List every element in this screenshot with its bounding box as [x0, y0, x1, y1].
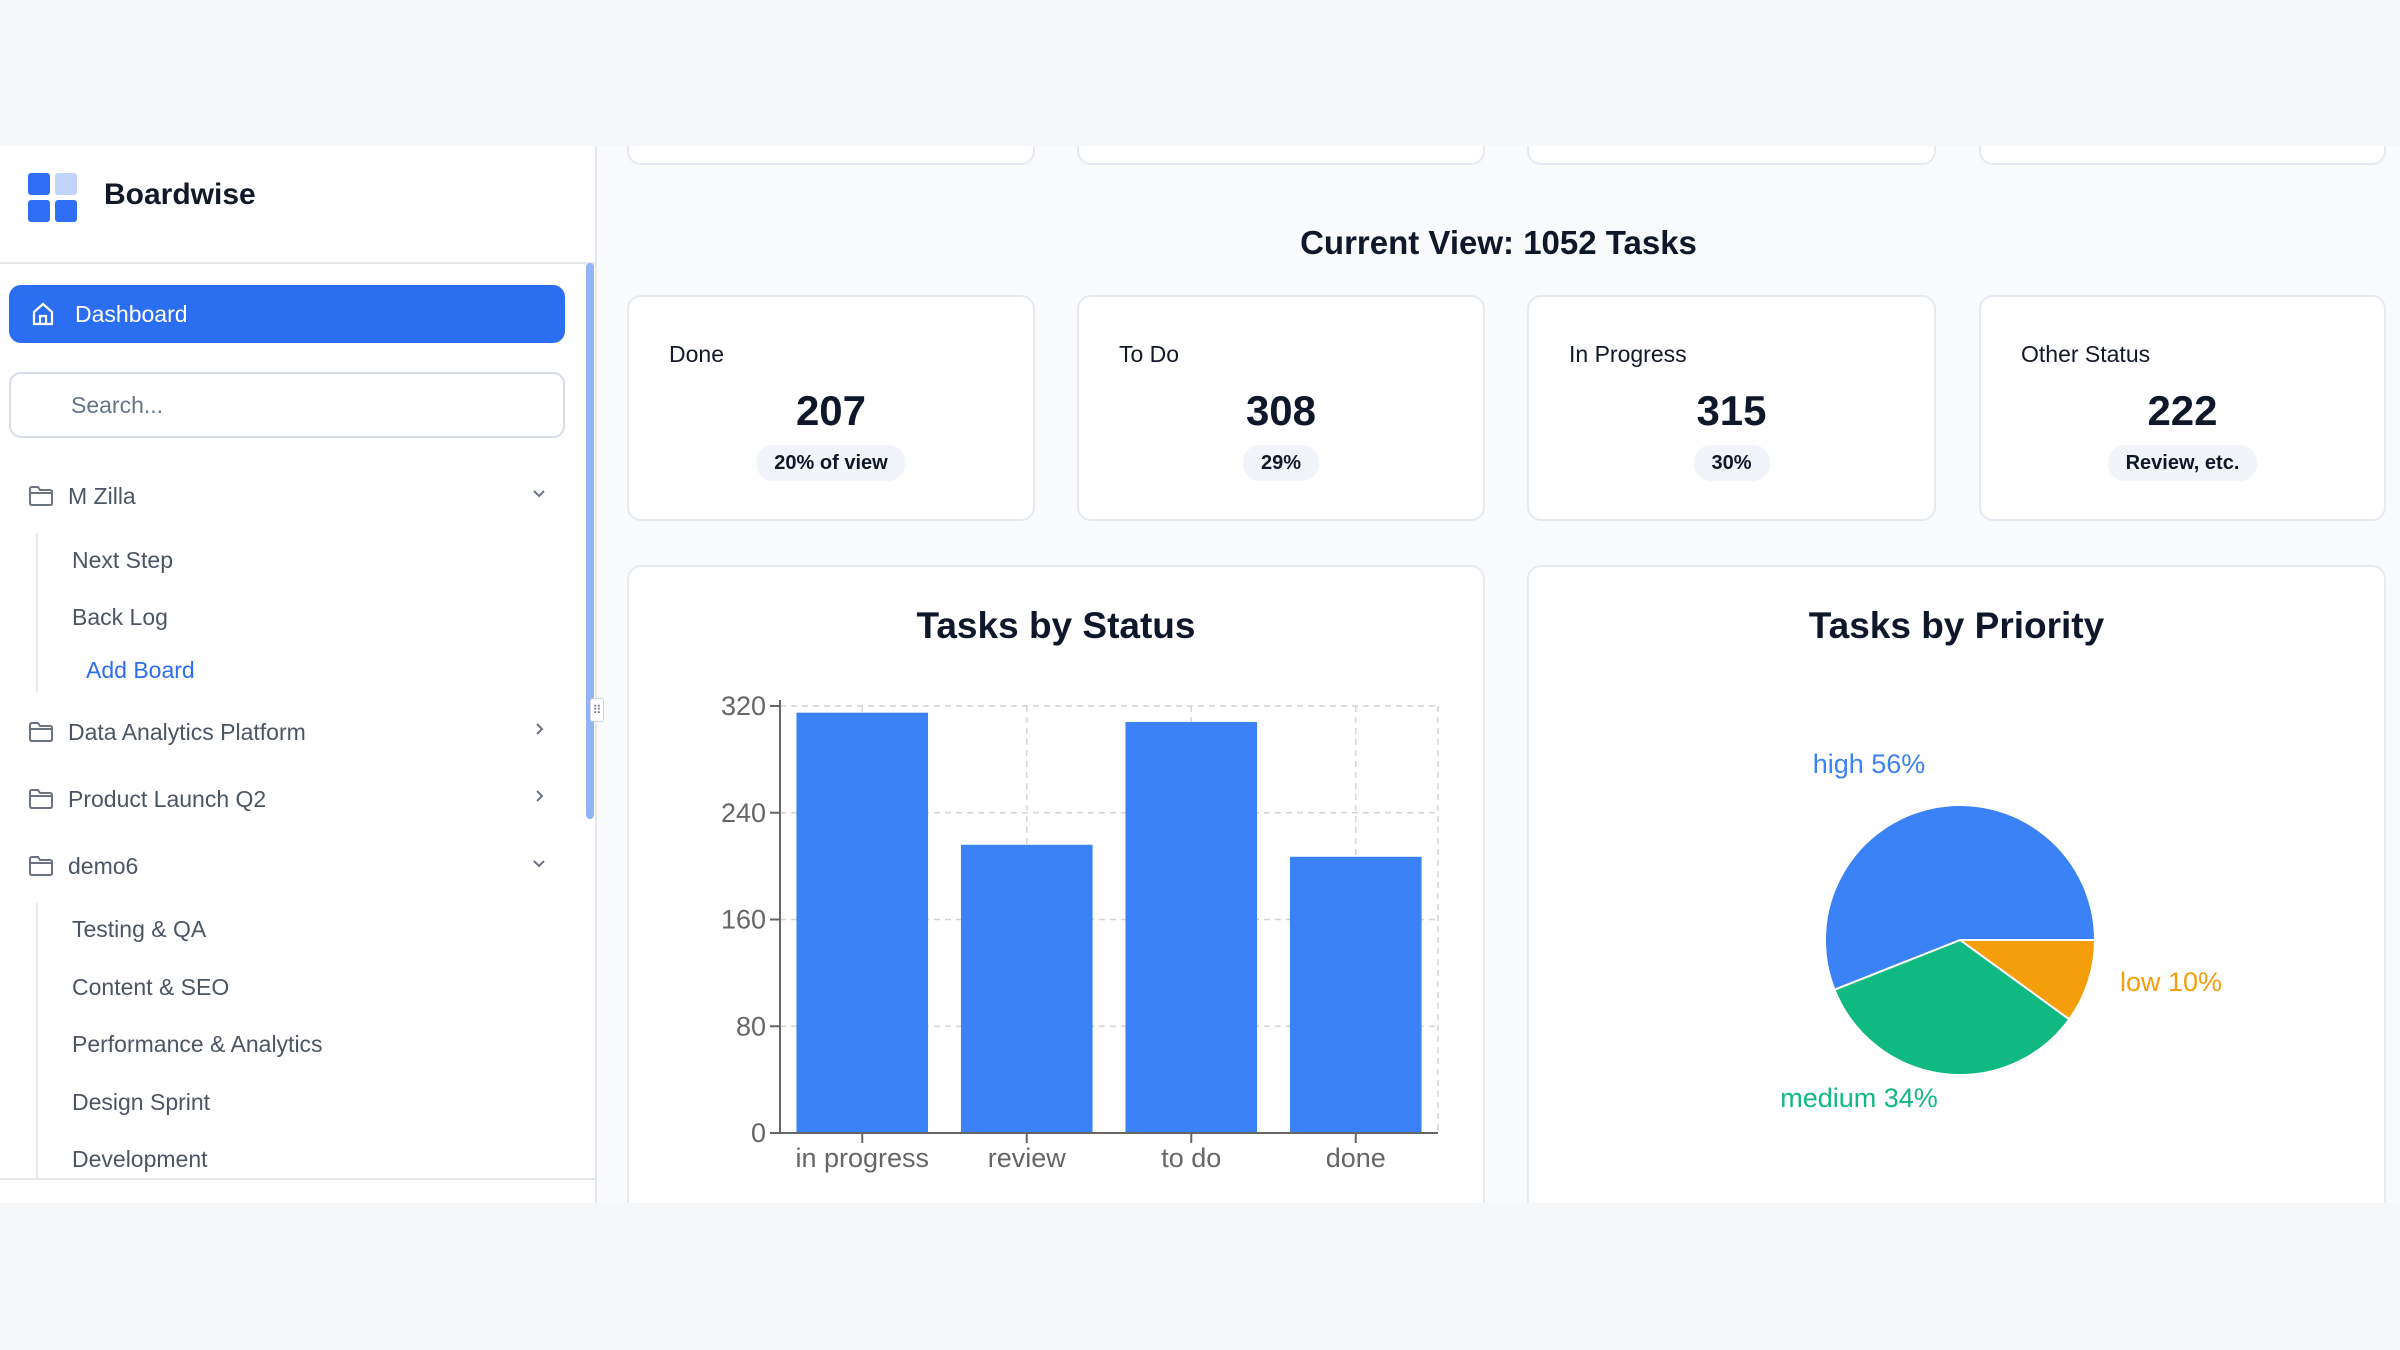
x-tick-label: to do — [1161, 1143, 1221, 1173]
stat-value: 308 — [1245, 387, 1317, 434]
stat-label: Done — [669, 341, 724, 367]
board-item[interactable]: Design Sprint — [72, 1089, 211, 1115]
y-tick-label: 80 — [736, 1011, 766, 1041]
y-tick-label: 240 — [721, 798, 766, 828]
y-tick-label: 320 — [721, 691, 766, 721]
chevron-down-icon[interactable] — [530, 854, 548, 872]
stat-card-done: Done 207 20% of view — [627, 295, 1035, 521]
board-item[interactable]: Back Log — [72, 604, 168, 630]
board-item[interactable]: Content & SEO — [72, 974, 230, 1000]
stat-badge: 20% of view — [756, 445, 906, 481]
sidebar-group-demo6[interactable]: demo6 — [28, 846, 548, 886]
stat-badge: Review, etc. — [2107, 445, 2258, 481]
status-chart-card: Tasks by Status 0 80 160 240 320 in progress r… — [627, 565, 1485, 1203]
priority-chart-card: Tasks by Priority high 56% medium 34% low … — [1527, 565, 2386, 1203]
folder-icon — [29, 789, 53, 809]
stat-label: Other Status — [2021, 341, 2151, 367]
pie-slice-medium — [1833, 938, 2071, 1076]
board-item[interactable]: Next Step — [72, 547, 173, 573]
tree-line — [36, 533, 38, 692]
chart-title: Tasks by Status — [916, 605, 1196, 646]
pie-label-high: high 56% — [1813, 749, 1926, 779]
folder-icon — [29, 722, 53, 742]
pie-slice-high — [1824, 804, 2097, 991]
stat-value: 315 — [1696, 387, 1767, 434]
group-label: demo6 — [68, 852, 139, 879]
sidebar: Boardwise Dashboard M Zilla Next Step Ba… — [0, 146, 597, 1203]
pie-slice-low — [1956, 939, 2097, 1021]
chevron-right-icon[interactable] — [530, 787, 548, 805]
stat-value: 207 — [795, 387, 867, 434]
logo-icon — [28, 173, 78, 223]
bar-to-do — [1125, 722, 1258, 1133]
divider — [0, 262, 597, 264]
chart-title: Tasks by Priority — [1808, 605, 2105, 646]
pie-chart: high 56% medium 34% low 10% — [1780, 749, 2222, 1113]
bar-chart: 0 80 160 240 320 in progress review to do done — [721, 691, 1439, 1173]
group-label: Product Launch Q2 — [68, 785, 267, 812]
folder-icon — [29, 486, 53, 506]
sidebar-group-m-zilla[interactable]: M Zilla — [28, 476, 548, 516]
x-tick-label: in progress — [795, 1143, 929, 1173]
stat-card-other: Other Status 222 Review, etc. — [1979, 295, 2386, 521]
x-tick-label: done — [1326, 1143, 1386, 1173]
tree-line — [36, 903, 38, 1178]
pie-label-medium: medium 34% — [1780, 1083, 1938, 1113]
sidebar-group-product-launch[interactable]: Product Launch Q2 — [28, 779, 548, 819]
board-item[interactable]: Development — [72, 1146, 208, 1172]
y-tick-label: 0 — [751, 1118, 766, 1148]
group-label: Data Analytics Platform — [68, 718, 306, 745]
bar-review — [960, 844, 1093, 1133]
folder-icon — [29, 856, 53, 876]
add-board-link[interactable]: Add Board — [86, 657, 195, 683]
group-label: M Zilla — [68, 482, 136, 509]
sidebar-item-dashboard[interactable]: Dashboard — [9, 285, 565, 343]
sidebar-scrollbar[interactable] — [586, 263, 594, 819]
stat-card-todo: To Do 308 29% — [1077, 295, 1485, 521]
bar-done — [1289, 856, 1422, 1133]
card — [1527, 146, 1936, 165]
board-item[interactable]: Testing & QA — [72, 916, 207, 942]
stat-label: In Progress — [1569, 341, 1687, 367]
dashboard-label: Dashboard — [75, 300, 188, 327]
pie-label-low: low 10% — [2120, 967, 2222, 997]
search-input[interactable] — [9, 372, 565, 438]
card — [1077, 146, 1485, 165]
stat-badge: 30% — [1693, 445, 1770, 481]
sidebar-group-data-analytics[interactable]: Data Analytics Platform — [28, 712, 548, 752]
chevron-down-icon[interactable] — [530, 484, 548, 502]
x-tick-label: review — [988, 1143, 1067, 1173]
app-name: Boardwise — [104, 178, 256, 211]
stat-label: To Do — [1119, 341, 1180, 367]
card — [627, 146, 1035, 165]
chevron-right-icon[interactable] — [530, 720, 548, 738]
stat-badge: 29% — [1242, 445, 1320, 481]
resize-handle[interactable]: ⠿ — [590, 698, 604, 722]
page-title: Current View: 1052 Tasks — [1300, 224, 1697, 261]
bar-in-progress — [796, 712, 929, 1133]
divider — [0, 1178, 597, 1180]
stat-value: 222 — [2147, 387, 2218, 434]
board-item[interactable]: Performance & Analytics — [72, 1031, 323, 1057]
app-window: Boardwise Dashboard M Zilla Next Step Ba… — [0, 146, 2400, 1203]
home-icon — [32, 302, 54, 326]
stat-card-in-progress: In Progress 315 30% — [1527, 295, 1936, 521]
y-tick-label: 160 — [721, 905, 766, 935]
card — [1979, 146, 2386, 165]
